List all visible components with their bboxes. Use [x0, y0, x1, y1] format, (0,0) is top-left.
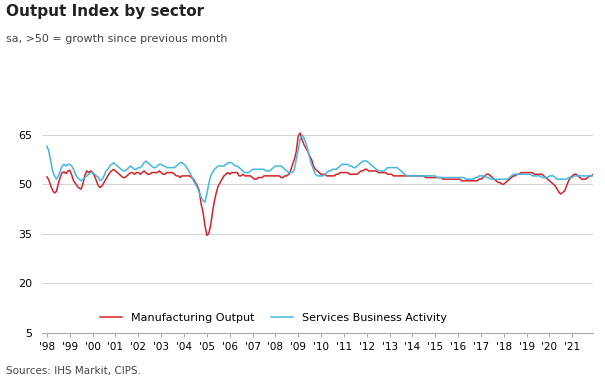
Text: Sources: IHS Markit, CIPS.: Sources: IHS Markit, CIPS. — [6, 366, 141, 376]
Manufacturing Output — [178, 174, 186, 178]
Manufacturing Output — [44, 175, 51, 179]
Manufacturing Output — [296, 131, 304, 135]
Services Business Activity — [264, 169, 272, 173]
Manufacturing Output — [203, 233, 211, 237]
Text: Output Index by sector: Output Index by sector — [6, 4, 204, 19]
Manufacturing Output — [100, 180, 108, 185]
Line: Manufacturing Output: Manufacturing Output — [47, 133, 605, 235]
Services Business Activity — [374, 169, 382, 173]
Manufacturing Output — [266, 174, 273, 178]
Services Business Activity — [178, 160, 186, 165]
Line: Services Business Activity: Services Business Activity — [47, 133, 605, 305]
Manufacturing Output — [306, 154, 313, 158]
Services Business Activity — [302, 141, 309, 145]
Manufacturing Output — [378, 170, 385, 175]
Services Business Activity — [546, 174, 553, 178]
Services Business Activity — [44, 144, 51, 149]
Services Business Activity — [100, 174, 108, 178]
Legend: Manufacturing Output, Services Business Activity: Manufacturing Output, Services Business … — [96, 308, 452, 327]
Manufacturing Output — [550, 182, 557, 186]
Text: sa, >50 = growth since previous month: sa, >50 = growth since previous month — [6, 34, 227, 44]
